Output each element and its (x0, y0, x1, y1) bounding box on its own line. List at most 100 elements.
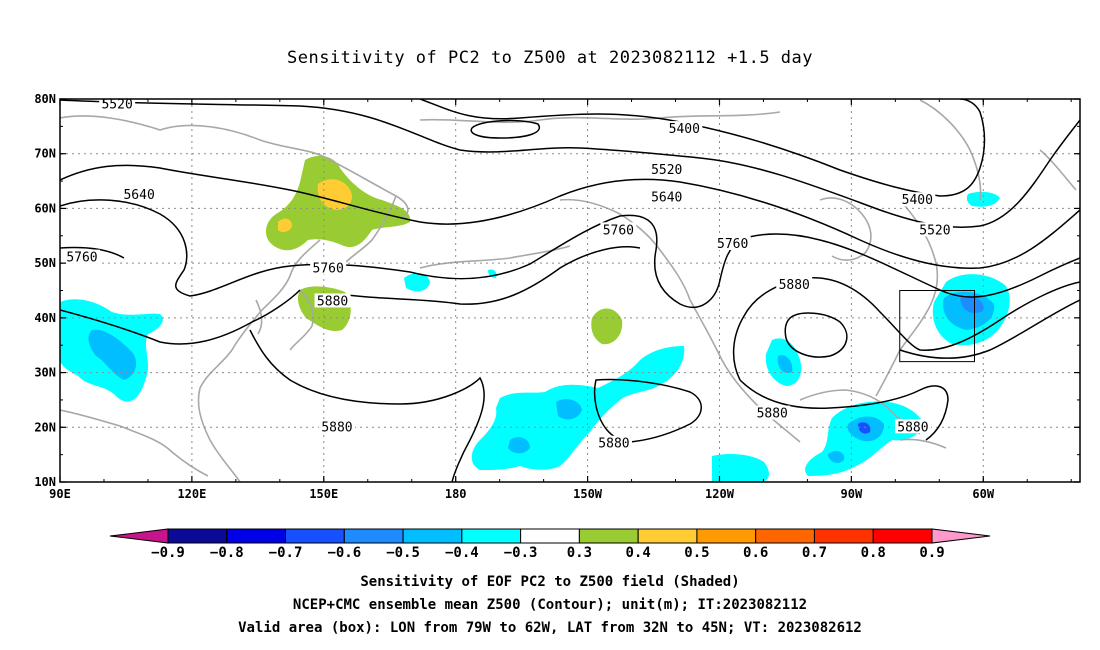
contour-label-bg (600, 222, 637, 237)
contour-label: 5880 (757, 407, 788, 422)
caption-shaded: Sensitivity of EOF PC2 to Z500 field (Sh… (360, 574, 740, 590)
contour-label-bg (314, 293, 351, 308)
contour-label: 5520 (651, 163, 682, 178)
colorbar-segment (637, 528, 698, 544)
x-ticks: 90E 120E 150E 180 150W 120W 90W 60W (49, 99, 1072, 501)
colorbar-label: 0.5 (684, 545, 709, 561)
colorbar-label: −0.4 (445, 545, 479, 561)
contour-label-bg (754, 405, 791, 420)
contour-label-bg (899, 192, 936, 207)
colorbar-label: −0.5 (386, 545, 420, 561)
shade-neg-caribbean-core2 (858, 422, 871, 434)
colorbar-segment (167, 528, 228, 544)
contour-label: 5400 (902, 193, 933, 208)
contour-5640 (60, 164, 1080, 269)
shade-neg-asia-core (88, 329, 137, 380)
shade-pos-okhotsk-core (317, 179, 353, 210)
colorbar-label: 0.8 (861, 545, 886, 561)
contour-5520 (60, 99, 1080, 228)
shade-neg-mexico-core (777, 355, 793, 374)
x-tick-label: 120W (705, 487, 735, 501)
coast-china (60, 409, 209, 477)
contour-5400-island (470, 119, 541, 139)
colorbar-label: 0.6 (743, 545, 768, 561)
coast-japan (289, 289, 315, 351)
coast-greenland (919, 99, 982, 201)
colorbar-label: −0.7 (269, 545, 303, 561)
contour-label: 5760 (603, 223, 634, 238)
colorbar-high-end (931, 528, 991, 544)
contour-5760-b (60, 246, 125, 259)
contour-5880-ne (899, 299, 1080, 359)
contour-label-bg (595, 435, 632, 450)
contour-label: 5760 (66, 251, 97, 266)
x-tick-label: 120E (177, 487, 206, 501)
contour-label: 5880 (321, 420, 352, 435)
contour-5880-trop (249, 329, 485, 482)
colorbar-segment (402, 528, 463, 544)
contour-label-bg (648, 162, 685, 177)
coast-scand (1039, 149, 1077, 191)
colorbar-segment (578, 528, 639, 544)
contour-label-bg (63, 249, 100, 264)
coast-hudson (819, 197, 872, 261)
contour-label: 5760 (313, 262, 344, 277)
x-tick-label: 150W (573, 487, 603, 501)
coast-okhotsk (197, 239, 321, 482)
colorbar-segment (813, 528, 874, 544)
colorbar-label: 0.3 (567, 545, 592, 561)
colorbar-segment (755, 528, 815, 544)
colorbar-label: −0.8 (210, 545, 244, 561)
contour-label: 5400 (669, 122, 700, 137)
contour-label: 5520 (919, 223, 950, 238)
contour-5880-cent (593, 378, 702, 443)
y-tick-label: 70N (34, 147, 56, 161)
chart-title: Sensitivity of PC2 to Z500 at 2023082112… (286, 48, 813, 68)
contour-5880-w (60, 289, 301, 345)
contour-label-bg (121, 186, 158, 201)
colorbar-label: −0.9 (151, 545, 185, 561)
coast-alaska (559, 198, 691, 301)
shade-neg-subtrop-core (556, 399, 582, 420)
contour-label: 5640 (123, 188, 154, 203)
shade-pos-central (591, 308, 623, 345)
shade-neg-small1 (404, 273, 430, 292)
contour-5880-na (732, 277, 1080, 381)
caption-contour: NCEP+CMC ensemble mean Z500 (Contour); u… (292, 597, 808, 613)
contour-5400 (419, 99, 986, 197)
shade-neg-eastcoast-core2 (960, 296, 984, 314)
contour-5880-na2 (739, 379, 949, 441)
coast-cuba (899, 438, 947, 449)
contour-label-bg (318, 419, 355, 434)
colorbar-label: 0.9 (919, 545, 944, 561)
y-tick-label: 40N (34, 311, 56, 325)
colorbar-segment (696, 528, 757, 544)
y-tick-label: 50N (34, 256, 56, 270)
colorbar-segment (285, 528, 345, 544)
contour-label-bg (310, 260, 347, 275)
coast-arctic (419, 111, 781, 124)
contour-label-bg (776, 277, 813, 292)
colorbar-segment (461, 528, 522, 544)
shade-neg-subtrop-core2 (508, 437, 530, 454)
contour-label-bg (916, 222, 953, 237)
contour-label-bg (714, 235, 751, 250)
x-tick-label: 90W (841, 487, 863, 501)
contour-5880-high (784, 312, 848, 358)
colorbar: −0.9 −0.8 −0.7 −0.6 −0.5 −0.4 −0.3 0.3 0.4 0.5 0.6… (109, 528, 991, 561)
colorbar-segment (226, 528, 287, 544)
y-tick-label: 30N (34, 366, 56, 380)
contour-labels: 5520 5640 5760 5760 5880 5880 5400 5520 5640 5760… (63, 96, 953, 452)
shade-neg-epac (712, 454, 769, 482)
valid-area-box (899, 290, 975, 363)
y-tick-label: 80N (34, 92, 56, 106)
coast-kamchatka (345, 195, 397, 263)
colorbar-segment (343, 528, 404, 544)
shade-pos-okhotsk-core2 (278, 218, 292, 233)
contour-label-bg (99, 96, 136, 111)
contour-5880 (339, 246, 641, 305)
contour-label: 5640 (651, 190, 682, 205)
colorbar-label: 0.7 (802, 545, 827, 561)
contour-label: 5520 (101, 97, 132, 112)
